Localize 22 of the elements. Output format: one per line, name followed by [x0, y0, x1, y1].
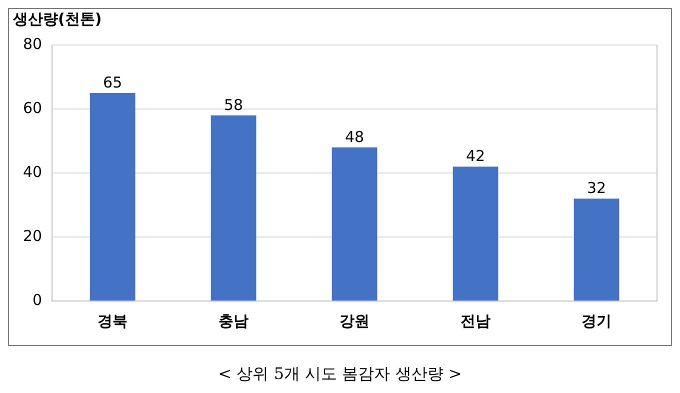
data-label: 65	[103, 73, 122, 92]
x-tick-label: 충남	[218, 312, 249, 330]
y-tick-label: 60	[22, 98, 42, 117]
x-tick-label: 경북	[98, 312, 128, 330]
bar	[210, 115, 256, 300]
y-axis-title: 생산량(천톤)	[12, 10, 102, 28]
data-label: 48	[344, 128, 364, 146]
y-tick-label: 20	[22, 226, 42, 245]
bar	[574, 198, 620, 300]
y-tick-label: 80	[22, 34, 42, 53]
data-label: 58	[224, 96, 244, 114]
x-tick-label: 경기	[582, 312, 612, 330]
bar	[90, 93, 136, 300]
bar	[452, 166, 498, 300]
data-label: 32	[586, 178, 606, 197]
y-tick-label: 40	[22, 162, 42, 181]
data-label: 42	[466, 146, 486, 165]
bar	[332, 147, 378, 300]
text: < 상위 5개 시도 봄감자 생산량 >	[217, 364, 463, 385]
x-tick-label: 강원	[340, 312, 370, 330]
y-tick-label: 0	[32, 290, 42, 309]
x-tick-label: 전남	[460, 312, 491, 330]
